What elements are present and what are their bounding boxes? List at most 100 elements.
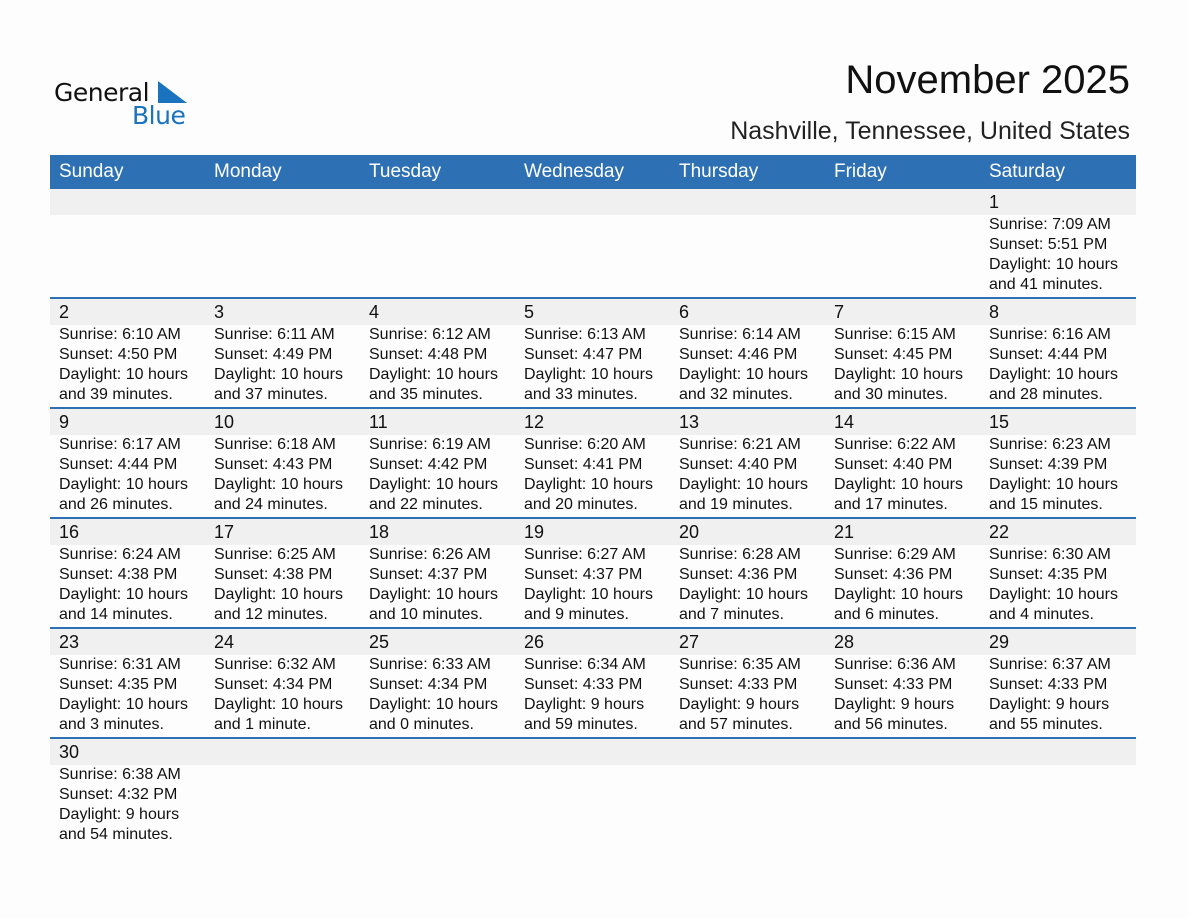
daylight-minutes-text: and 12 minutes. <box>214 606 328 623</box>
sunrise-text: Sunrise: 6:37 AM <box>989 656 1111 673</box>
sunrise-text: Sunrise: 6:19 AM <box>369 436 491 453</box>
daylight-text: Daylight: 10 hours <box>369 476 498 493</box>
daylight-minutes-text: and 10 minutes. <box>369 606 483 623</box>
day-number: 24 <box>214 632 235 652</box>
sunrise-text: Sunrise: 6:38 AM <box>59 766 181 783</box>
sunset-text: Sunset: 4:48 PM <box>369 346 488 363</box>
day-number: 19 <box>524 522 545 542</box>
sunset-text: Sunset: 4:49 PM <box>214 346 333 363</box>
weeks-container: 1 Sunrise: 7:09 AM Sunset: 5:51 PM Daylight… <box>50 189 1136 847</box>
day-cell: 2 Sunrise: 6:10 AM Sunset: 4:50 PM Daylight… <box>50 299 205 405</box>
daylight-minutes-text: and 55 minutes. <box>989 716 1103 733</box>
day-cell: 16 Sunrise: 6:24 AM Sunset: 4:38 PM Dayligh… <box>50 519 205 625</box>
day-cell: 5 Sunrise: 6:13 AM Sunset: 4:47 PM Daylight… <box>515 299 670 405</box>
sunrise-text: Sunrise: 6:18 AM <box>214 436 336 453</box>
day-cell: 12 Sunrise: 6:20 AM Sunset: 4:41 PM Dayligh… <box>515 409 670 515</box>
daylight-minutes-text: and 30 minutes. <box>834 386 948 403</box>
daylight-text: Daylight: 10 hours <box>989 366 1118 383</box>
day-number: 12 <box>524 412 545 432</box>
weekday-header-friday: Friday <box>834 161 887 182</box>
empty-day-cell <box>825 739 980 845</box>
logo-text-blue: Blue <box>132 101 186 130</box>
weekday-header-thursday: Thursday <box>679 161 759 182</box>
sunset-text: Sunset: 4:50 PM <box>59 346 178 363</box>
day-number: 16 <box>59 522 80 542</box>
daylight-minutes-text: and 20 minutes. <box>524 496 638 513</box>
day-number: 4 <box>369 302 380 322</box>
day-number: 28 <box>834 632 855 652</box>
daylight-text: Daylight: 10 hours <box>679 366 808 383</box>
sunrise-text: Sunrise: 6:29 AM <box>834 546 956 563</box>
daylight-minutes-text: and 0 minutes. <box>369 716 474 733</box>
sunset-text: Sunset: 4:47 PM <box>524 346 643 363</box>
daylight-text: Daylight: 10 hours <box>524 476 653 493</box>
day-number: 6 <box>679 302 690 322</box>
empty-day-cell <box>50 189 205 295</box>
daylight-minutes-text: and 33 minutes. <box>524 386 638 403</box>
day-cell: 18 Sunrise: 6:26 AM Sunset: 4:37 PM Dayligh… <box>360 519 515 625</box>
sunset-text: Sunset: 4:34 PM <box>214 676 333 693</box>
sunset-text: Sunset: 4:36 PM <box>834 566 953 583</box>
sunrise-text: Sunrise: 6:22 AM <box>834 436 956 453</box>
day-cell: 25 Sunrise: 6:33 AM Sunset: 4:34 PM Dayligh… <box>360 629 515 735</box>
day-cell: 7 Sunrise: 6:15 AM Sunset: 4:45 PM Daylight… <box>825 299 980 405</box>
weekday-header-row: Sunday Monday Tuesday Wednesday Thursday Frid… <box>50 155 1136 189</box>
day-number: 14 <box>834 412 855 432</box>
sunset-text: Sunset: 4:33 PM <box>679 676 798 693</box>
sunrise-text: Sunrise: 6:36 AM <box>834 656 956 673</box>
location-subtitle: Nashville, Tennessee, United States <box>730 117 1130 145</box>
sunset-text: Sunset: 5:51 PM <box>989 236 1108 253</box>
sunset-text: Sunset: 4:40 PM <box>679 456 798 473</box>
daylight-text: Daylight: 10 hours <box>369 366 498 383</box>
daylight-minutes-text: and 19 minutes. <box>679 496 793 513</box>
day-cell: 21 Sunrise: 6:29 AM Sunset: 4:36 PM Dayligh… <box>825 519 980 625</box>
sunset-text: Sunset: 4:33 PM <box>834 676 953 693</box>
day-number: 7 <box>834 302 845 322</box>
date-strip <box>50 629 1136 655</box>
date-strip <box>50 189 1136 215</box>
sunrise-text: Sunrise: 7:09 AM <box>989 216 1111 233</box>
daylight-text: Daylight: 9 hours <box>989 696 1110 713</box>
day-number: 3 <box>214 302 225 322</box>
empty-day-cell <box>360 189 515 295</box>
day-number: 2 <box>59 302 70 322</box>
sunset-text: Sunset: 4:35 PM <box>59 676 178 693</box>
daylight-text: Daylight: 10 hours <box>679 476 808 493</box>
day-cell: 4 Sunrise: 6:12 AM Sunset: 4:48 PM Daylight… <box>360 299 515 405</box>
daylight-minutes-text: and 37 minutes. <box>214 386 328 403</box>
sunset-text: Sunset: 4:46 PM <box>679 346 798 363</box>
day-cell: 30 Sunrise: 6:38 AM Sunset: 4:32 PM Dayligh… <box>50 739 205 845</box>
daylight-text: Daylight: 10 hours <box>59 476 188 493</box>
weekday-header-wednesday: Wednesday <box>524 161 624 182</box>
sunrise-text: Sunrise: 6:24 AM <box>59 546 181 563</box>
day-cell: 11 Sunrise: 6:19 AM Sunset: 4:42 PM Dayligh… <box>360 409 515 515</box>
daylight-text: Daylight: 10 hours <box>989 256 1118 273</box>
day-cell: 22 Sunrise: 6:30 AM Sunset: 4:35 PM Dayligh… <box>980 519 1135 625</box>
day-number: 8 <box>989 302 1000 322</box>
empty-day-cell <box>515 739 670 845</box>
sunrise-text: Sunrise: 6:16 AM <box>989 326 1111 343</box>
day-cell: 3 Sunrise: 6:11 AM Sunset: 4:49 PM Daylight… <box>205 299 360 405</box>
weekday-header-tuesday: Tuesday <box>369 161 442 182</box>
daylight-minutes-text: and 17 minutes. <box>834 496 948 513</box>
sunset-text: Sunset: 4:38 PM <box>214 566 333 583</box>
sunrise-text: Sunrise: 6:35 AM <box>679 656 801 673</box>
daylight-text: Daylight: 10 hours <box>59 586 188 603</box>
daylight-minutes-text: and 22 minutes. <box>369 496 483 513</box>
page-title: November 2025 <box>845 58 1130 102</box>
logo-triangle-icon <box>158 81 187 103</box>
day-number: 10 <box>214 412 235 432</box>
day-cell: 24 Sunrise: 6:32 AM Sunset: 4:34 PM Dayligh… <box>205 629 360 735</box>
daylight-minutes-text: and 9 minutes. <box>524 606 629 623</box>
daylight-minutes-text: and 14 minutes. <box>59 606 173 623</box>
empty-day-cell <box>980 739 1135 845</box>
day-number: 27 <box>679 632 700 652</box>
logo-text-general: General <box>54 78 150 107</box>
daylight-text: Daylight: 10 hours <box>524 366 653 383</box>
daylight-minutes-text: and 54 minutes. <box>59 826 173 843</box>
daylight-minutes-text: and 4 minutes. <box>989 606 1094 623</box>
daylight-text: Daylight: 10 hours <box>989 476 1118 493</box>
day-number: 18 <box>369 522 390 542</box>
daylight-text: Daylight: 9 hours <box>834 696 955 713</box>
